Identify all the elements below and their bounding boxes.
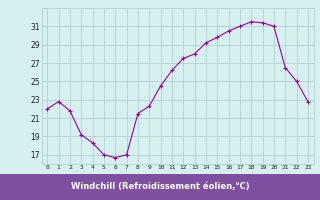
- Text: Windchill (Refroidissement éolien,°C): Windchill (Refroidissement éolien,°C): [71, 182, 249, 192]
